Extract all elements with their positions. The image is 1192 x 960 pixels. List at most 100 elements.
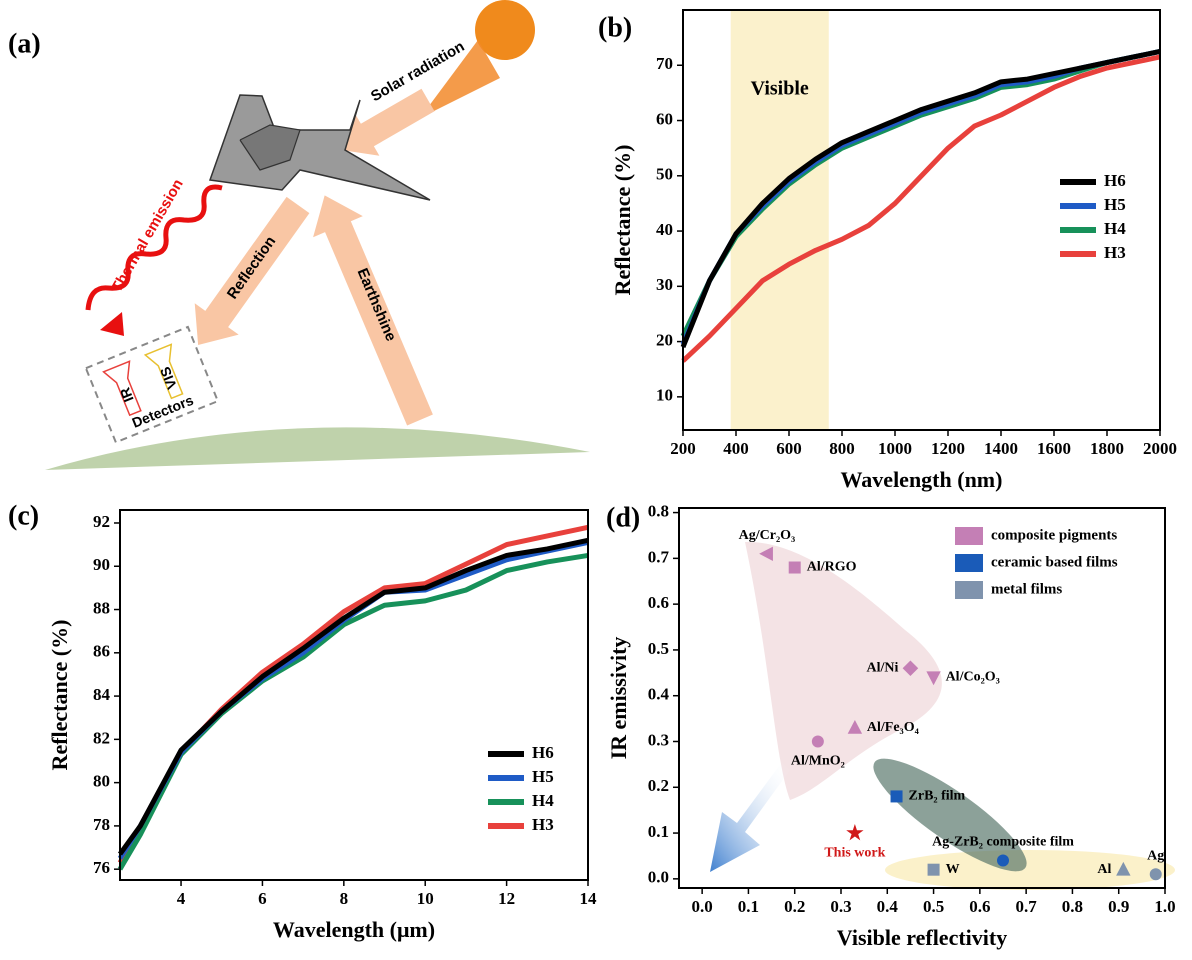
y-axis-title: Reflectance (%) [610,145,635,296]
sun [475,0,535,60]
point [926,671,941,686]
sun-cone [420,40,500,118]
y-axis-title: IR emissivity [606,637,631,760]
arrow-label: Thermal emission [108,176,186,295]
reflection-arrow [194,196,310,346]
x-tick-label: 14 [580,889,598,908]
y-tick-label: 0.0 [648,868,669,887]
point [1149,868,1162,881]
legend-label: H6 [1104,171,1126,190]
x-tick-label: 0.9 [1108,897,1129,916]
aircraft [208,94,431,201]
diagram: (a) Solar radiation Reflection Earthshin… [8,0,590,470]
panel-label: (c) [8,500,39,531]
x-axis-title: Wavelength (μm) [273,917,435,942]
point-label: Ag-ZrB₂ composite film [932,835,1074,850]
y-tick-label: 0.5 [648,639,669,658]
detector-label: Detectors [130,392,196,431]
point [847,719,863,734]
y-tick-label: 76 [93,858,110,877]
y-tick-label: 88 [93,598,110,617]
panel-label: (b) [598,12,632,43]
aircraft-detail [239,124,301,171]
x-tick-label: 1400 [984,439,1018,458]
legend-label: H3 [1104,243,1126,262]
legend-label: H3 [532,815,554,834]
legend-label: metal films [991,581,1062,597]
x-tick-label: 400 [723,439,749,458]
series-line [117,552,589,871]
point [811,735,824,748]
legend-swatch [955,554,983,572]
panel-label: (d) [606,502,640,533]
legend-label: ceramic based films [991,554,1118,570]
point [927,863,940,876]
detector-label: VIS [157,365,180,392]
x-tick-label: 0.5 [923,897,944,916]
series-line [681,54,1161,363]
legend-label: H4 [1104,219,1126,238]
legend-label: H5 [1104,195,1126,214]
y-tick-label: 40 [656,220,673,239]
x-tick-label: 8 [340,889,349,908]
legend-label: H5 [532,767,554,786]
region-metal [885,850,1175,890]
x-axis-title: Visible reflectivity [837,925,1007,950]
legend-label: H6 [532,743,554,762]
y-tick-label: 84 [93,685,111,704]
x-axis-title: Wavelength (nm) [841,467,1003,492]
point [846,823,864,841]
point-label: Al/Ni [867,660,899,675]
solar-arrow [341,88,435,156]
earthshine-arrow [313,195,433,426]
point-label: Al [1097,862,1111,877]
x-tick-label: 0.0 [692,897,713,916]
point [788,561,801,574]
x-tick-label: 200 [670,439,696,458]
point [1116,861,1131,876]
panel-label: (a) [8,28,41,59]
y-tick-label: 20 [656,330,673,349]
x-tick-label: 1000 [878,439,912,458]
y-tick-label: 78 [93,815,110,834]
point [902,660,919,677]
ground [45,427,590,470]
x-tick-label: 1800 [1090,439,1124,458]
y-tick-label: 0.4 [648,685,670,704]
point-label: Al/RGO [807,560,857,575]
region-composite [745,541,942,800]
detector-label: IR [117,385,137,404]
point [997,854,1009,867]
x-tick-label: 0.2 [784,897,805,916]
y-tick-label: 10 [656,386,673,405]
legend-swatch [955,581,983,599]
y-tick-label: 70 [656,54,673,73]
thermal-arrowhead [100,312,124,336]
x-tick-label: 600 [776,439,802,458]
y-tick-label: 60 [656,109,673,128]
legend-label: H4 [532,791,554,810]
point-label: W [946,862,960,877]
legend-swatch [955,527,983,545]
point-label: Ag [1147,848,1164,863]
x-tick-label: 0.4 [877,897,899,916]
plot-frame [682,9,1161,431]
x-tick-label: 0.7 [1016,897,1038,916]
y-tick-label: 0.3 [648,730,669,749]
band-label: Visible [751,78,809,100]
y-tick-label: 86 [93,642,110,661]
point [890,790,903,803]
point-label: Al/MnO₂ [791,754,845,769]
thermal-wave [85,184,223,311]
series-line [117,540,589,860]
y-tick-label: 0.8 [648,501,669,520]
x-tick-label: 4 [177,889,186,908]
plot-frame [678,507,1166,889]
y-tick-label: 0.7 [648,547,670,566]
x-tick-label: 0.6 [969,897,990,916]
x-tick-label: 10 [417,889,434,908]
series-line [680,49,1161,349]
point-label: ZrB₂ film [909,789,966,804]
